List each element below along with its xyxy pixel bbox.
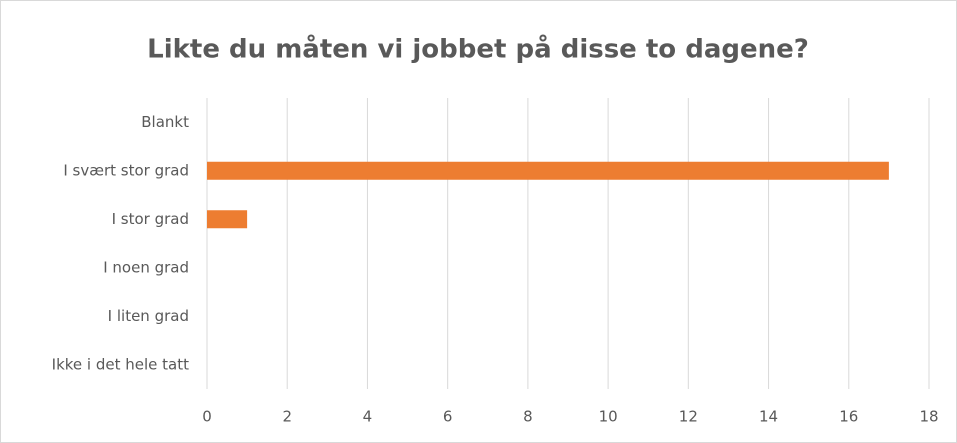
y-tick-label: I stor grad (112, 210, 189, 228)
x-tick-label: 4 (363, 408, 373, 426)
x-tick-label: 8 (523, 408, 533, 426)
x-tick-label: 16 (839, 408, 858, 426)
bar (207, 210, 248, 229)
x-tick-label: 14 (759, 408, 778, 426)
x-tick-label: 18 (919, 408, 938, 426)
x-tick-label: 10 (599, 408, 618, 426)
y-tick-label: Blankt (141, 113, 189, 131)
y-tick-label: Ikke i det hele tatt (52, 355, 189, 373)
x-tick-label: 0 (202, 408, 212, 426)
x-tick-label: 6 (443, 408, 453, 426)
x-tick-label: 12 (679, 408, 698, 426)
bar (207, 161, 889, 180)
y-tick-label: I svært stor grad (63, 161, 189, 179)
y-tick-label: I noen grad (103, 258, 189, 276)
y-tick-label: I liten grad (108, 307, 189, 325)
chart-title: Likte du måten vi jobbet på disse to dag… (147, 33, 809, 65)
x-tick-label: 2 (282, 408, 292, 426)
